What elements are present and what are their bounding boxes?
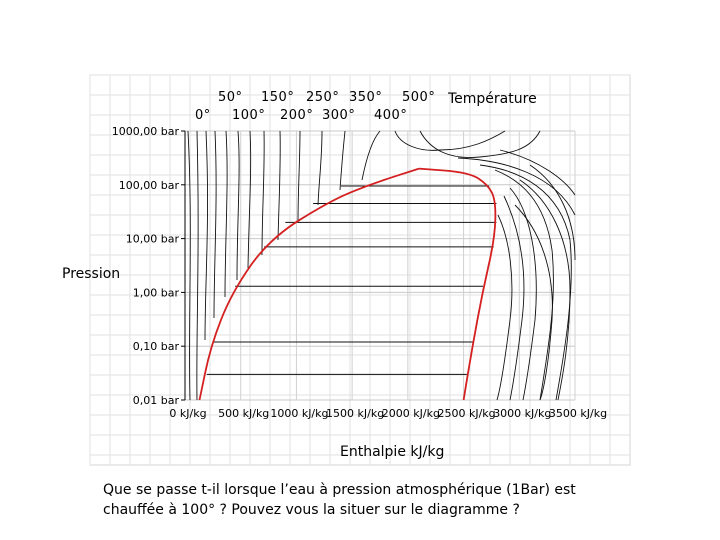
isotherm-line: [479, 164, 572, 401]
saturated-vapor-curve: [418, 167, 497, 401]
isotherm-line: [514, 204, 553, 401]
isotherm-line: [213, 130, 217, 319]
temp-label-50: 50°: [218, 90, 243, 105]
x-tick-label: 1000 kJ/kg: [270, 407, 328, 420]
isotherm-line: [196, 130, 199, 401]
temp-label-0: 0°: [195, 108, 211, 123]
x-tick-label: 2000 kJ/kg: [382, 407, 440, 420]
temp-label-250: 250°: [306, 90, 339, 105]
isotherm-line: [204, 130, 208, 341]
isotherm-line: [496, 214, 513, 401]
y-tick-label: 0,01 bar: [133, 394, 180, 407]
isotherm-line: [236, 130, 240, 281]
tick-labels: 0,01 bar 0,10 bar 1,00 bar 10,00 bar 100,00 …: [112, 125, 607, 420]
isotherm-line: [499, 149, 576, 196]
isotherm-line: [339, 130, 346, 191]
temperature-scale: 0° 50° 100° 150° 200° 250° 300° 350° 400…: [195, 90, 537, 123]
isotherm-line: [519, 179, 571, 401]
isotherm-line: [277, 130, 281, 241]
saturation-dome: [198, 167, 497, 401]
y-tick-label: 1,00 bar: [133, 286, 180, 299]
question-line-2: chauffée à 100° ? Pouvez vous la situer …: [103, 502, 520, 518]
isotherm-line: [317, 130, 323, 206]
x-tick-label: 3500 kJ/kg: [549, 407, 607, 420]
question-line-1: Que se passe t-il lorsque l’eau à pressi…: [103, 482, 576, 498]
temp-label-200: 200°: [280, 108, 313, 123]
isotherm-line: [224, 130, 228, 298]
temp-label-350: 350°: [349, 90, 382, 105]
temperature-title: Température: [447, 91, 537, 107]
isotherm-line: [457, 157, 576, 216]
temp-label-100: 100°: [232, 108, 265, 123]
temp-label-150: 150°: [261, 90, 294, 105]
saturated-liquid-curve: [198, 167, 420, 401]
y-tick-label: 1000,00 bar: [112, 125, 180, 138]
isotherm-line: [261, 130, 265, 256]
isotherm-line: [509, 187, 537, 401]
y-axis-label: Pression: [62, 266, 120, 282]
isotherm-line: [419, 130, 541, 158]
x-axis-label: Enthalpie kJ/kg: [340, 444, 444, 460]
temp-label-300: 300°: [322, 108, 355, 123]
x-tick-label: 3000 kJ/kg: [493, 407, 551, 420]
isotherms: [187, 130, 576, 401]
isotherm-line: [394, 130, 506, 151]
x-tick-label: 2500 kJ/kg: [437, 407, 495, 420]
y-tick-label: 0,10 bar: [133, 340, 180, 353]
x-tick-label: 0 kJ/kg: [169, 407, 206, 420]
isotherm-line: [361, 130, 381, 181]
isotherm-line: [503, 195, 525, 401]
isotherm-line: [247, 130, 252, 269]
x-tick-label: 500 kJ/kg: [218, 407, 269, 420]
y-tick-label: 100,00 bar: [119, 179, 180, 192]
isotherm-line: [297, 130, 301, 223]
temp-label-500: 500°: [402, 90, 435, 105]
question-text: Que se passe t-il lorsque l’eau à pressi…: [103, 480, 663, 520]
isobar-tie-lines: [206, 185, 497, 375]
y-tick-label: 10,00 bar: [126, 233, 180, 246]
isotherm-line: [187, 130, 191, 401]
temp-label-400: 400°: [374, 108, 407, 123]
isotherm-line: [494, 169, 554, 401]
isotherm-line: [529, 164, 576, 261]
x-tick-label: 1500 kJ/kg: [326, 407, 384, 420]
